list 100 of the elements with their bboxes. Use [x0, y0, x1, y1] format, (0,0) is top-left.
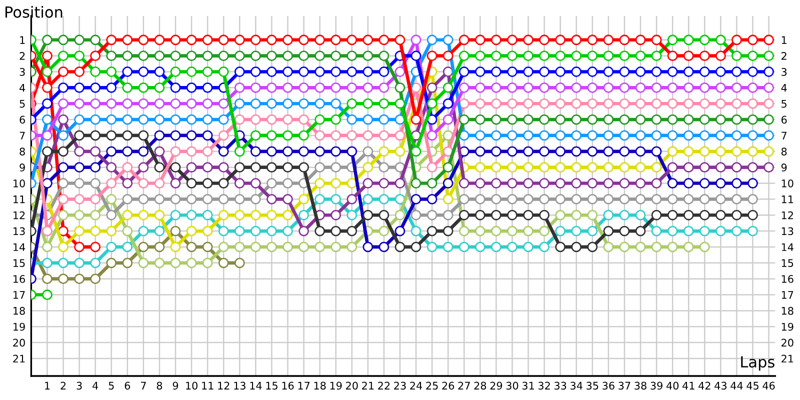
point: [555, 114, 566, 125]
point: [458, 242, 470, 252]
point: [106, 194, 117, 204]
point: [715, 146, 726, 157]
point: [442, 98, 454, 109]
point: [523, 66, 534, 77]
point: [603, 146, 614, 157]
point: [651, 130, 662, 141]
point: [154, 146, 165, 157]
point: [651, 82, 662, 93]
point: [571, 130, 582, 141]
y-tick-label: 11: [14, 196, 25, 204]
point: [507, 66, 518, 77]
y-tick-label: 14: [14, 243, 26, 251]
point: [523, 82, 534, 93]
point: [426, 162, 438, 173]
point: [378, 82, 390, 93]
point: [362, 194, 374, 204]
point: [619, 114, 630, 125]
x-tick-label: 4: [92, 382, 98, 390]
point: [667, 114, 678, 125]
point: [523, 162, 534, 173]
point: [234, 194, 245, 204]
point: [122, 178, 133, 188]
point: [555, 162, 566, 173]
point: [507, 178, 518, 188]
point: [90, 194, 101, 204]
point: [587, 226, 598, 236]
point: [539, 178, 550, 188]
point: [90, 274, 101, 284]
point: [234, 210, 245, 220]
point: [667, 210, 678, 220]
point: [218, 178, 229, 188]
point: [507, 162, 518, 173]
point: [715, 82, 726, 93]
point: [378, 178, 390, 188]
point: [362, 242, 374, 252]
point: [667, 242, 678, 252]
point: [202, 210, 213, 220]
y2-tick-label: 1: [782, 36, 786, 44]
point: [218, 242, 229, 252]
point: [635, 162, 646, 173]
point: [346, 130, 358, 141]
point: [667, 82, 678, 93]
x-tick-label: 6: [124, 382, 130, 390]
point: [555, 130, 566, 141]
point: [378, 50, 390, 62]
point: [715, 66, 726, 77]
point: [378, 146, 390, 157]
point: [458, 34, 470, 46]
point: [764, 50, 774, 62]
point: [202, 162, 213, 173]
point: [458, 50, 470, 62]
point: [186, 114, 197, 125]
point: [74, 114, 85, 125]
point: [346, 50, 358, 62]
point: [74, 210, 85, 220]
x-tick-label: 18: [314, 382, 326, 390]
point: [74, 162, 85, 173]
point: [587, 162, 598, 173]
point: [539, 98, 550, 109]
point: [314, 66, 326, 77]
point: [298, 66, 309, 77]
point: [346, 82, 358, 93]
point: [298, 162, 309, 173]
point: [635, 98, 646, 109]
point: [619, 194, 630, 204]
point: [378, 242, 390, 252]
point: [748, 98, 758, 109]
point: [555, 34, 566, 46]
point: [234, 114, 245, 125]
point: [90, 34, 101, 46]
point: [748, 226, 758, 236]
point: [186, 82, 197, 93]
point: [426, 50, 438, 62]
point: [250, 146, 261, 157]
point: [490, 130, 502, 141]
point: [218, 226, 229, 236]
point: [571, 226, 582, 236]
point: [42, 178, 52, 188]
point: [266, 114, 277, 125]
y2-tick-label: 20: [782, 338, 794, 347]
point: [523, 226, 534, 236]
point: [314, 98, 326, 109]
point: [186, 210, 197, 220]
point: [410, 194, 422, 204]
point: [106, 130, 117, 141]
point: [314, 162, 326, 173]
x-tick-label: 44: [730, 382, 743, 390]
point: [138, 130, 149, 141]
point: [90, 178, 101, 188]
point: [298, 194, 309, 204]
point: [218, 258, 229, 268]
point: [667, 178, 678, 188]
point: [490, 98, 502, 109]
point: [394, 210, 406, 220]
point: [74, 66, 85, 77]
point: [523, 34, 534, 46]
point: [523, 98, 534, 109]
point: [90, 82, 101, 93]
